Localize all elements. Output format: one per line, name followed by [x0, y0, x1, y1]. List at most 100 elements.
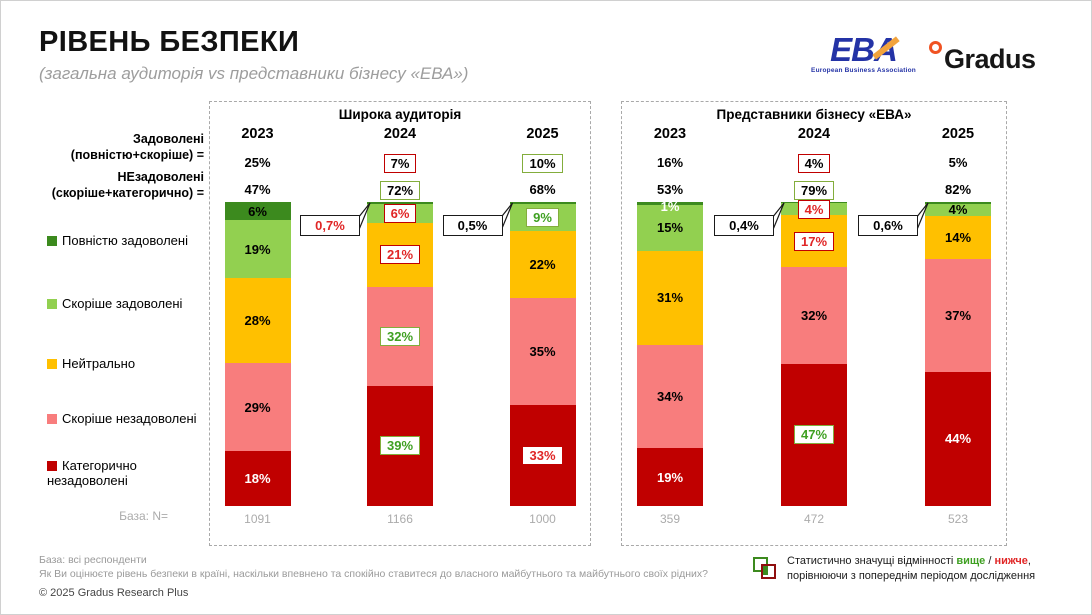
gradus-degree-icon — [929, 41, 942, 54]
bar-segment-label: 22% — [529, 257, 556, 273]
red-square-icon — [761, 564, 776, 579]
summary-dissatisfied-value-cell: 82% — [898, 181, 1018, 201]
bar-segment: 34% — [637, 344, 703, 449]
note-higher: вище — [956, 555, 986, 567]
summary-satisfied-value-cell: 25% — [198, 154, 318, 174]
legend-color-swatch — [47, 414, 57, 424]
bar-segment: 37% — [925, 258, 991, 372]
callout-box: 0,4% — [714, 215, 774, 236]
note-suffix: , — [1027, 555, 1031, 567]
legend-color-swatch — [47, 359, 57, 369]
note-separator: / — [985, 555, 995, 567]
year-label: 2025 — [941, 126, 975, 142]
bar-segment-label: 47% — [793, 425, 835, 445]
summary-dissatisfied-value: 82% — [944, 182, 972, 197]
legend-column: Задоволені (повністю+скоріше) = НЕзадово… — [1, 1, 209, 614]
base-n-value: 472 — [803, 512, 825, 526]
base-n-value: 359 — [659, 512, 681, 526]
stacked-bar: 9% 22% 35% 33% — [509, 202, 576, 506]
summary-dissatisfied-value-cell: 72% — [340, 181, 460, 201]
bar-segment: 32% — [367, 287, 433, 386]
stacked-bar: 4% 14% 37% 44% — [925, 202, 991, 506]
summary-satisfied-value: 7% — [383, 154, 417, 173]
eba-logo-subtext: European Business Association — [811, 67, 916, 74]
legend-color-swatch — [47, 299, 57, 309]
bar-segment-label: 28% — [244, 313, 271, 329]
bar-segment-label: 6% — [383, 203, 417, 223]
footer-question-line: Як Ви оцінюєте рівень безпеки в країні, … — [39, 568, 708, 580]
eba-logo: EBA European Business Association — [811, 33, 916, 74]
note-line2: порівнюючи з попереднім періодом дослідж… — [787, 569, 1036, 582]
base-n-value: 523 — [947, 512, 969, 526]
summary-satisfied-value: 16% — [656, 155, 684, 170]
bar-segment — [637, 202, 703, 206]
bar-segment: 4% — [925, 202, 991, 218]
bar-segment: 21% — [367, 222, 433, 288]
legend-item-label: Скоріше незадоволені — [62, 411, 197, 426]
bar-segment-label: 14% — [944, 229, 972, 245]
gradus-logo-text: Gradus — [944, 44, 1036, 74]
bar-segment-label: 4% — [948, 202, 968, 218]
legend-item-label: Скоріше задоволені — [62, 296, 183, 311]
summary-satisfied-value: 25% — [244, 155, 271, 170]
bar-segment-label: 6% — [248, 203, 267, 219]
summary-satisfied-value: 4% — [797, 154, 831, 173]
legend-item: Скоріше незадоволені — [47, 411, 209, 426]
footer-base-line: База: всі респонденти — [39, 554, 147, 566]
bar-segment-label: 17% — [793, 231, 835, 251]
note-lower: нижче — [994, 555, 1028, 567]
base-n-value: 1000 — [529, 512, 556, 526]
footer-copyright: © 2025 Gradus Research Plus — [39, 587, 189, 599]
bar-segment — [509, 202, 576, 204]
base-n-value: 1091 — [244, 512, 271, 526]
bar-segment-label: 33% — [523, 447, 562, 465]
bar-segment-label: 29% — [244, 399, 271, 415]
bar-segment: 44% — [925, 371, 991, 506]
bar-segment — [925, 202, 991, 204]
bar-segment-label: 39% — [379, 436, 421, 456]
summary-satisfied-value-cell: 16% — [610, 154, 730, 174]
callout-box: 0,6% — [858, 215, 918, 236]
panel-eba-business: Представники бізнесу «ЕВА» 2023 16% 53% 1% 1… — [621, 101, 1007, 546]
footer-left: База: всі респонденти Як Ви оцінюєте рів… — [39, 553, 708, 599]
bar-segment: 17% — [781, 215, 847, 267]
legend-color-swatch — [47, 236, 57, 246]
summary-satisfied-value: 5% — [948, 155, 968, 170]
legend-item-label: Категорично незадоволені — [47, 458, 137, 488]
stacked-bar: 1% 15% 31% 34% 19% — [637, 199, 703, 506]
green-fill-icon — [763, 566, 768, 575]
year-label: 2025 — [526, 126, 559, 142]
year-label: 2023 — [653, 126, 687, 142]
stacked-bar: 4% 17% 32% 47% — [781, 199, 847, 506]
base-n-caption: База: N= — [119, 509, 168, 523]
bar-segment: 29% — [224, 363, 291, 452]
bar-segment: 35% — [509, 298, 576, 406]
legend-item-label: Нейтрально — [62, 356, 136, 371]
bar-segment: 28% — [224, 277, 291, 364]
significance-note: Статистично значущі відмінності вище / н… — [753, 554, 1078, 583]
bar-segment: 18% — [224, 451, 291, 506]
bar-segment-label: 37% — [944, 307, 972, 323]
year-label: 2024 — [383, 126, 417, 142]
bar-segment-label: 31% — [656, 290, 684, 306]
note-prefix: Статистично значущі відмінності — [787, 555, 957, 567]
bar-segment-label: 34% — [656, 389, 684, 405]
bar-segment: 6% — [224, 202, 291, 221]
bar-segment: 6% — [367, 203, 433, 223]
legend-color-swatch — [47, 461, 57, 471]
summary-dissatisfied-value-cell: 79% — [754, 181, 874, 201]
bar-segment-label: 21% — [379, 245, 421, 265]
bar-segment: 19% — [224, 220, 291, 278]
legend-item-label: Повністю задоволені — [62, 233, 188, 248]
bar-segment-label: 44% — [944, 431, 972, 447]
bar-segment: 31% — [637, 250, 703, 345]
legend-item: Повністю задоволені — [47, 233, 209, 248]
legend-item: Категорично незадоволені — [47, 458, 209, 488]
significance-squares-icon — [753, 555, 779, 583]
summary-dissatisfied-value: 79% — [793, 181, 835, 200]
callout-box: 0,5% — [442, 215, 503, 236]
bar-segment: 15% — [637, 205, 703, 251]
summary-dissatisfied-value: 72% — [379, 181, 421, 200]
bar-segment: 32% — [781, 266, 847, 364]
